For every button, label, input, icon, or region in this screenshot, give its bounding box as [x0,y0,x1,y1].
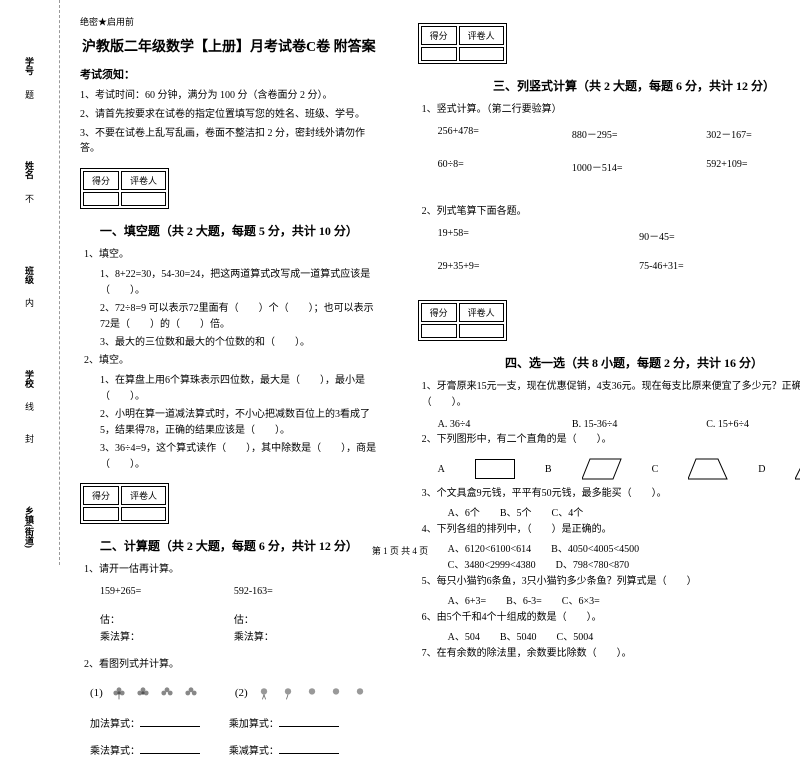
notice-heading: 考试须知： [80,66,378,82]
label-2: (2) [235,687,248,699]
score-box-3: 得分评卷人 [418,23,507,64]
rose-icon [328,685,344,701]
trapezoid-shape [688,458,728,480]
s3-q2: 2、列式笔算下面各题。 [418,204,800,220]
s4-q4: 4、下列各组的排列中，（ ）是正确的。 [418,522,800,538]
shape-a-label: A [438,464,445,475]
label-1: (1) [90,687,103,699]
mark-feng: 封 [23,434,36,451]
score-box-2: 得分评卷人 [80,483,169,524]
flower-icon [183,685,199,701]
page-footer: 第 1 页 共 4 页 [0,544,800,557]
q1-3: 3、最大的三位数和最大的个位数的和（ ）。 [80,335,378,351]
shapes-row: A B C D [418,452,800,486]
shape-c-label: C [652,464,659,475]
s4-q3-opts: A、6个 B、5个 C、4个 [418,506,800,522]
parallelogram-shape [582,458,622,480]
rose-icon [352,685,368,701]
s4-q1: 1、牙膏原来15元一支，现在优惠促销，4支36元。现在每支比原来便宜了多少元？正… [418,379,800,411]
formula-row-1: 加法算式： 乘加算式： [80,709,378,736]
field-town: 乡镇(街道) [23,466,36,548]
q2-1: 1、在算盘上用6个算珠表示四位数，最大是（ ），最小是（ ）。 [80,373,378,405]
s4-q6: 6、由5个千和4个十组成的数是（ ）。 [418,610,800,626]
mul-sub-formula: 乘减算式： [229,742,368,757]
grader-label: 评卷人 [121,171,166,190]
q2-3: 3、36÷4=9，这个算式读作（ ），其中除数是（ ），商是（ ）。 [80,441,378,473]
s3-r2: 60÷8=1000－514=592+109= [418,155,800,204]
s4-q4-opts2: C、3480<2999<4380 D、798<780<870 [418,558,800,574]
mul-formula: 乘法算式： [90,742,229,757]
s4-q7: 7、在有余数的除法里，余数要比除数（ ）。 [418,646,800,662]
score-box-1: 得分评卷人 [80,168,169,209]
rose-icon [256,685,272,701]
image-row: (1) (2) [80,677,378,709]
s2-q2: 2、看图列式并计算。 [80,657,378,673]
exam-title: 沪教版二年级数学【上册】月考试卷C卷 附答案 [80,36,378,56]
section-4-title: 四、选一选（共 8 小题，每题 2 分，共计 16 分） [418,354,800,371]
q2: 2、填空。 [80,353,378,369]
section-1-title: 一、填空题（共 2 大题，每题 5 分，共计 10 分） [80,222,378,239]
calc-row-2: 估：估： [80,611,378,628]
left-column: 绝密★启用前 沪教版二年级数学【上册】月考试卷C卷 附答案 考试须知： 1、考试… [60,0,398,565]
field-school: 学校 [23,330,36,388]
formula-row-2: 乘法算式： 乘减算式： [80,736,378,763]
right-column: 得分评卷人 三、列竖式计算（共 2 大题，每题 6 分，共计 12 分） 1、竖… [398,0,800,565]
s3-q1: 1、竖式计算。（第二行要验算） [418,102,800,118]
calc-row-1: 159+265=592-163= [80,582,378,611]
page-container: 学号 题 姓名 不 班级 内 学校 线 封 乡镇(街道) 绝密★启用前 沪教版二… [0,0,800,565]
mark-xian: 线 [23,402,36,419]
secret-label: 绝密★启用前 [80,15,378,28]
s4-q5: 5、每只小猫钓6条鱼，3只小猫钓多少条鱼？列算式是（ ） [418,574,800,590]
mark-nei: 内 [23,298,36,315]
triangle-shape [795,458,800,480]
add-formula: 加法算式： [90,715,229,730]
flower-icon [111,685,127,701]
q1-2: 2、72÷8=9 可以表示72里面有（ ）个（ ）；也可以表示72是（ ）的（ … [80,301,378,333]
shape-b-label: B [545,464,552,475]
flower-icon [135,685,151,701]
q2-2: 2、小明在算一道减法算式时，不小心把减数百位上的3看成了5，结果得78，正确的结… [80,407,378,439]
q1: 1、填空。 [80,247,378,263]
mark-bu: 不 [23,194,36,211]
s4-q2: 2、下列图形中，有二个直角的是（ ）。 [418,432,800,448]
q1-1: 1、8+22=30，54-30=24，把这两道算式改写成一道算式应该是（ ）。 [80,267,378,299]
shape-d-label: D [758,464,765,475]
binding-margin: 学号 题 姓名 不 班级 内 学校 线 封 乡镇(街道) [0,0,60,565]
rectangle-shape [475,459,515,479]
mul-add-formula: 乘加算式： [229,715,368,730]
field-name: 姓名 [23,121,36,179]
s4-q1-opts: A. 36÷4B. 15-36÷4C. 15+6÷4 [418,415,800,432]
rose-icon [304,685,320,701]
notice-2: 2、请首先按要求在试卷的指定位置填写您的姓名、班级、学号。 [80,107,378,122]
section-3-title: 三、列竖式计算（共 2 大题，每题 6 分，共计 12 分） [418,77,800,94]
rose-icon [280,685,296,701]
s3-r1: 256+478=880－295=302－167= [418,122,800,155]
flower-icon [159,685,175,701]
s4-q6-opts: A、504 B、5040 C、5004 [418,630,800,646]
notice-3: 3、不要在试卷上乱写乱画，卷面不整洁扣 2 分，密封线外请勿作答。 [80,126,378,156]
s4-q5-opts: A、6+3= B、6-3= C、6×3= [418,594,800,610]
calc-row-3: 乘法算：乘法算： [80,628,378,657]
notice-1: 1、考试时间：60 分钟，满分为 100 分（含卷面分 2 分）。 [80,88,378,103]
s2-q1: 1、请开一估再计算。 [80,562,378,578]
field-class: 班级 [23,226,36,284]
score-label: 得分 [83,171,119,190]
field-xuehao: 学号 [23,17,36,75]
score-box-4: 得分评卷人 [418,300,507,341]
s4-q3: 3、个文具盒9元钱，平平有50元钱，最多能买（ ）。 [418,486,800,502]
mark-ti: 题 [23,90,36,107]
s3-r3: 19+58=90－45= [418,224,800,257]
s3-r4: 29+35+9=75-46+31= [418,257,800,292]
